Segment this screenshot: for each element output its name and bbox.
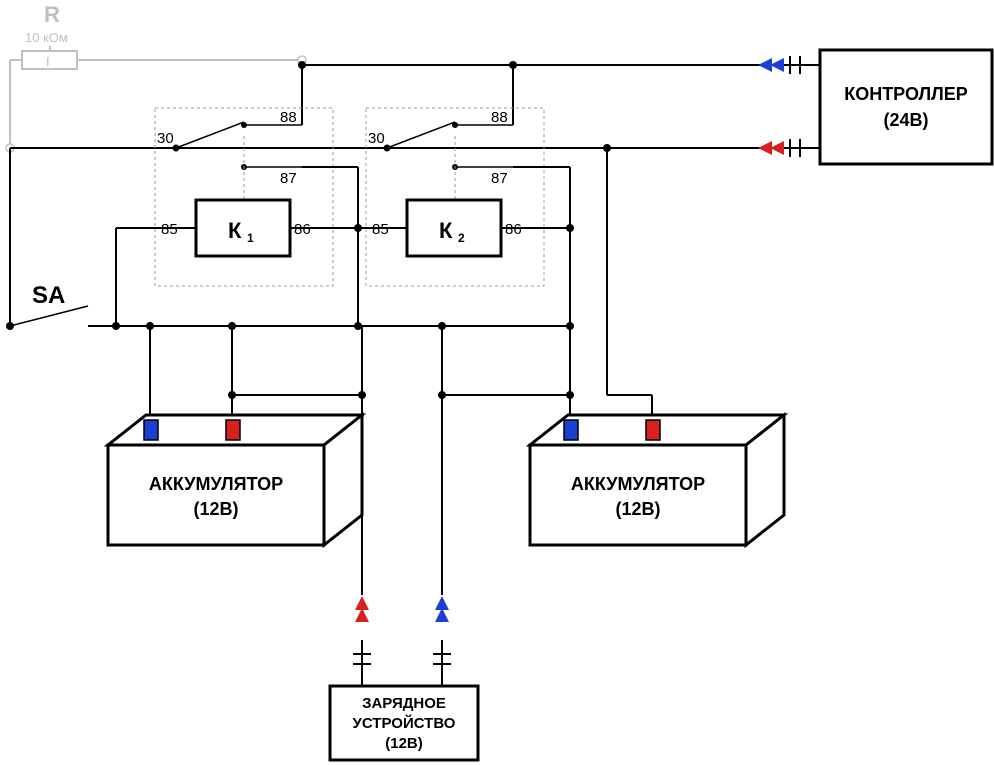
relay1-pin-30: 30: [157, 130, 174, 147]
relay1-label: К: [228, 218, 242, 243]
relay1-sub: 1: [247, 231, 254, 245]
relay-k2: 88 87 30 К 2 85 86: [366, 108, 544, 286]
controller: КОНТРОЛЛЕР (24В): [820, 50, 992, 164]
battery-1: АККУМУЛЯТОР (12В): [108, 415, 362, 545]
controller-arrows: [758, 56, 800, 157]
relay1-pin-88: 88: [280, 109, 297, 126]
battery1-line2: (12В): [193, 499, 238, 519]
switch-sa: SA: [6, 282, 570, 330]
relay-k1: 88 87 30 К 1 85 86: [155, 108, 333, 286]
resistor-group: R 10 кОм I: [6, 2, 306, 152]
relay1-pin-85: 85: [161, 221, 178, 238]
relay2-sub: 2: [458, 231, 465, 245]
charger-line2: УСТРОЙСТВО: [353, 714, 456, 732]
resistor-indicator: I: [46, 54, 50, 69]
controller-line2: (24В): [883, 110, 928, 130]
relay1-pin-86: 86: [294, 221, 311, 238]
relay2-pin-85: 85: [372, 221, 389, 238]
circuit-diagram: R 10 кОм I 88 87 30 К: [0, 0, 994, 765]
charger-line1: ЗАРЯДНОЕ: [362, 695, 446, 712]
battery2-line1: АККУМУЛЯТОР: [571, 474, 705, 494]
battery2-line2: (12В): [615, 499, 660, 519]
relay2-pin-87: 87: [491, 170, 508, 187]
relay2-label: К: [439, 218, 453, 243]
relay1-pin-87: 87: [280, 170, 297, 187]
resistor-label: R: [44, 2, 60, 27]
battery1-terminal-neg: [144, 420, 158, 440]
battery1-line1: АККУМУЛЯТОР: [149, 474, 283, 494]
relay2-pin-86: 86: [505, 221, 522, 238]
relay2-pin-88: 88: [491, 109, 508, 126]
battery2-terminal-pos: [646, 420, 660, 440]
battery2-terminal-neg: [564, 420, 578, 440]
charger-arrows: [353, 596, 451, 664]
battery1-terminal-pos: [226, 420, 240, 440]
sa-label: SA: [32, 282, 65, 309]
charger: ЗАРЯДНОЕ УСТРОЙСТВО (12В): [330, 686, 478, 760]
controller-line1: КОНТРОЛЛЕР: [844, 84, 968, 104]
resistor-value: 10 кОм: [25, 30, 68, 45]
relay2-pin-30: 30: [368, 130, 385, 147]
charger-line3: (12В): [385, 735, 423, 752]
battery-2: АККУМУЛЯТОР (12В): [530, 415, 784, 545]
